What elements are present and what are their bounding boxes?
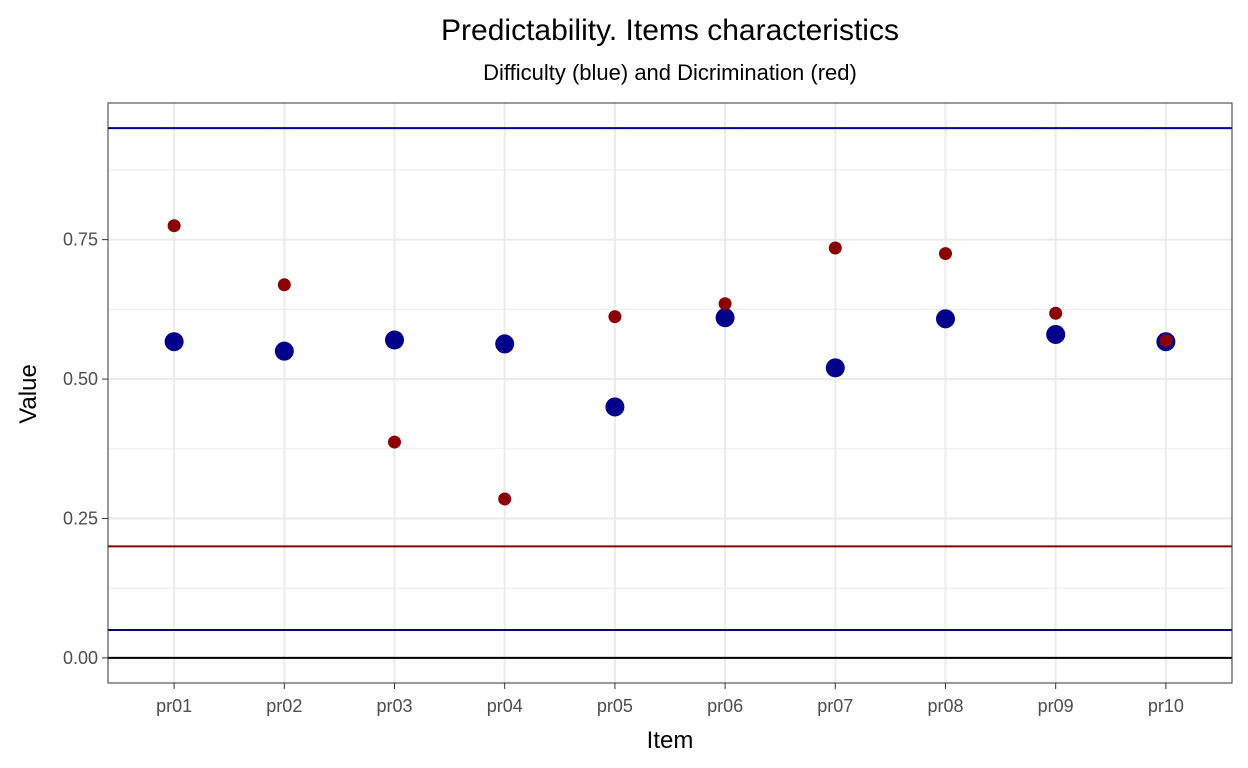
- data-point: [718, 297, 732, 311]
- data-point: [605, 397, 625, 417]
- data-point: [1046, 324, 1066, 344]
- y-tick-label: 0.75: [63, 230, 98, 250]
- data-point: [935, 309, 955, 329]
- x-tick-label: pr04: [487, 696, 523, 716]
- x-tick-label: pr02: [266, 696, 302, 716]
- data-point: [167, 219, 181, 233]
- data-point: [938, 247, 952, 261]
- y-tick-label: 0.50: [63, 369, 98, 389]
- data-point: [825, 358, 845, 378]
- x-tick-label: pr08: [927, 696, 963, 716]
- x-tick-label: pr03: [376, 696, 412, 716]
- data-point: [274, 341, 294, 361]
- y-tick-label: 0.00: [63, 648, 98, 668]
- data-point: [715, 308, 735, 328]
- data-point: [385, 330, 405, 350]
- chart-title: Predictability. Items characteristics: [441, 14, 899, 47]
- data-point: [608, 310, 622, 324]
- x-tick-label: pr01: [156, 696, 192, 716]
- data-point: [164, 332, 184, 352]
- reference-lines: [108, 127, 1232, 659]
- data-point: [498, 492, 512, 506]
- x-tick-label: pr10: [1148, 696, 1184, 716]
- x-tick-label: pr09: [1038, 696, 1074, 716]
- chart-subtitle: Difficulty (blue) and Dicrimination (red…: [483, 60, 857, 85]
- data-point: [495, 334, 515, 354]
- data-points: [164, 219, 1176, 506]
- y-axis-ticks: 0.00 0.25 0.50 0.75: [63, 230, 108, 668]
- y-tick-label: 0.25: [63, 508, 98, 528]
- y-axis-title: Value: [15, 364, 42, 424]
- plot-panel-border: [107, 102, 1233, 684]
- data-point: [277, 278, 291, 292]
- x-axis-ticks: pr01 pr02 pr03 pr04 pr05 pr06 pr07 pr08 pr09 pr10: [156, 683, 1184, 716]
- x-axis-title: Item: [647, 727, 694, 754]
- gridlines: [108, 103, 1232, 683]
- x-tick-label: pr05: [597, 696, 633, 716]
- x-tick-label: pr07: [817, 696, 853, 716]
- x-tick-label: pr06: [707, 696, 743, 716]
- data-point: [1049, 306, 1063, 320]
- data-point: [828, 241, 842, 255]
- data-point: [1159, 334, 1173, 348]
- data-point: [388, 435, 402, 449]
